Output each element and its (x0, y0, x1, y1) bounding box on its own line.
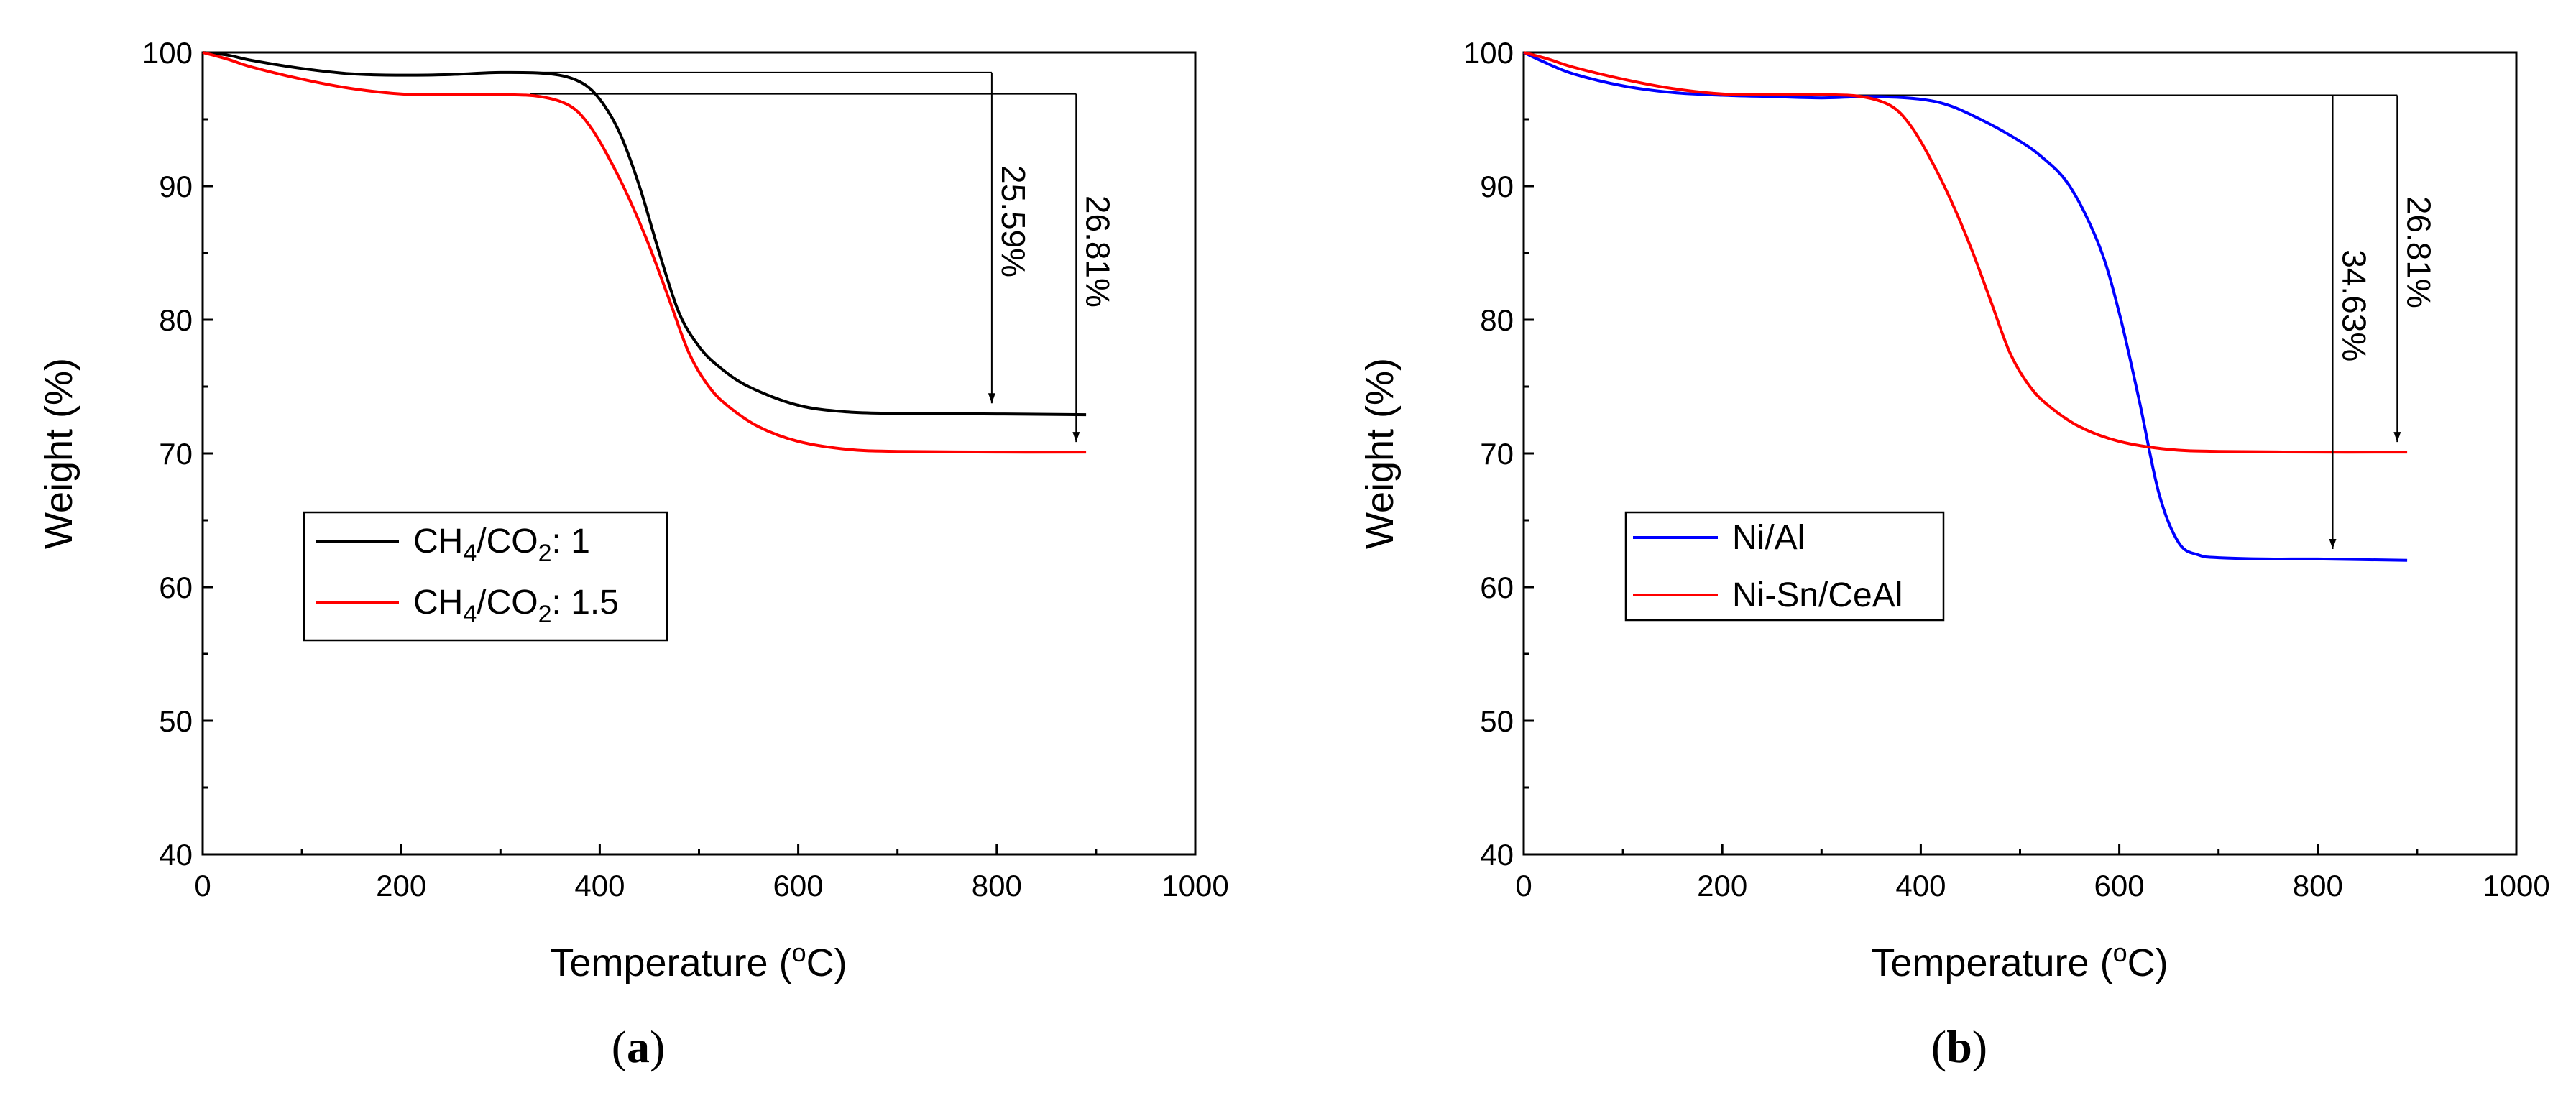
annotation-label: 34.63% (2336, 249, 2373, 361)
series-line-a-0 (202, 51, 1087, 417)
x-tick-label: 800 (972, 869, 1022, 903)
x-tick-label: 600 (773, 869, 824, 903)
y-ticks-a: 40 50 60 70 80 90 100 (142, 36, 213, 872)
panel-label-a: (a) (612, 1021, 666, 1072)
y-tick-label: 60 (1480, 571, 1514, 604)
y-axis-title-a: Weight (%) (37, 358, 80, 549)
x-tick-label: 1000 (1162, 869, 1228, 903)
y-tick-label: 50 (1480, 704, 1514, 738)
x-tick-label: 0 (1515, 869, 1532, 903)
x-tick-label: 400 (1895, 869, 1946, 903)
y-tick-label: 100 (142, 36, 193, 70)
legend-entry-a-0: CH4/CO2: 1 (413, 522, 590, 567)
x-tick-label: 200 (1697, 869, 1747, 903)
guide-lines-a (530, 71, 1077, 95)
y-tick-label: 80 (159, 303, 193, 337)
x-tick-label: 400 (574, 869, 625, 903)
x-tick-label: 800 (2293, 869, 2343, 903)
x-ticks-b: 0 200 400 600 800 1000 (1515, 844, 2550, 903)
x-axis-title-a: Temperature (oC) (550, 938, 847, 984)
legend-entry-b-0: Ni/Al (1732, 519, 1805, 557)
legend-entry-b-1: Ni-Sn/CeAl (1732, 576, 1903, 614)
x-tick-label: 0 (194, 869, 211, 903)
panel-a: 0 200 400 600 800 1000 40 50 60 70 80 90 100 25.59%… (37, 36, 1229, 1072)
legend-a: CH4/CO2: 1 CH4/CO2: 1.5 (303, 511, 668, 642)
legend-b: Ni/Al Ni-Sn/CeAl (1624, 511, 1945, 622)
y-tick-label: 40 (159, 838, 193, 872)
y-axis-title-b: Weight (%) (1358, 358, 1402, 549)
x-tick-label: 1000 (2483, 869, 2549, 903)
legend-box-a (303, 511, 668, 642)
y-tick-label: 70 (159, 437, 193, 471)
x-tick-label: 200 (376, 869, 426, 903)
annotation-label: 26.81% (2400, 196, 2437, 308)
series-line-b-0 (1523, 51, 2408, 562)
y-ticks-b: 40 50 60 70 80 90 100 (1463, 36, 1534, 872)
y-tick-label: 60 (159, 571, 193, 604)
panel-b: 0 200 400 600 800 1000 40 50 60 70 80 90 100 34.63%… (1358, 36, 2550, 1072)
x-tick-label: 600 (2094, 869, 2145, 903)
annotations-b: 34.63% 26.81% (2329, 95, 2437, 549)
y-tick-label: 80 (1480, 303, 1514, 337)
y-tick-label: 40 (1480, 838, 1514, 872)
x-ticks-a: 0 200 400 600 800 1000 (194, 844, 1229, 903)
annotation-label: 26.81% (1079, 195, 1116, 308)
series-line-b-1 (1523, 51, 2408, 454)
annotations-a: 25.59% 26.81% (988, 72, 1116, 443)
legend-box-b (1624, 511, 1945, 622)
y-tick-label: 50 (159, 704, 193, 738)
panel-label-b: (b) (1931, 1021, 1987, 1072)
y-tick-label: 100 (1463, 36, 1514, 70)
annotation-label: 25.59% (995, 165, 1032, 277)
series-line-a-1 (202, 51, 1087, 454)
y-tick-label: 70 (1480, 437, 1514, 471)
y-tick-label: 90 (159, 170, 193, 203)
legend-entry-a-1: CH4/CO2: 1.5 (413, 583, 619, 628)
y-tick-label: 90 (1480, 170, 1514, 203)
x-axis-title-b: Temperature (oC) (1871, 938, 2168, 984)
